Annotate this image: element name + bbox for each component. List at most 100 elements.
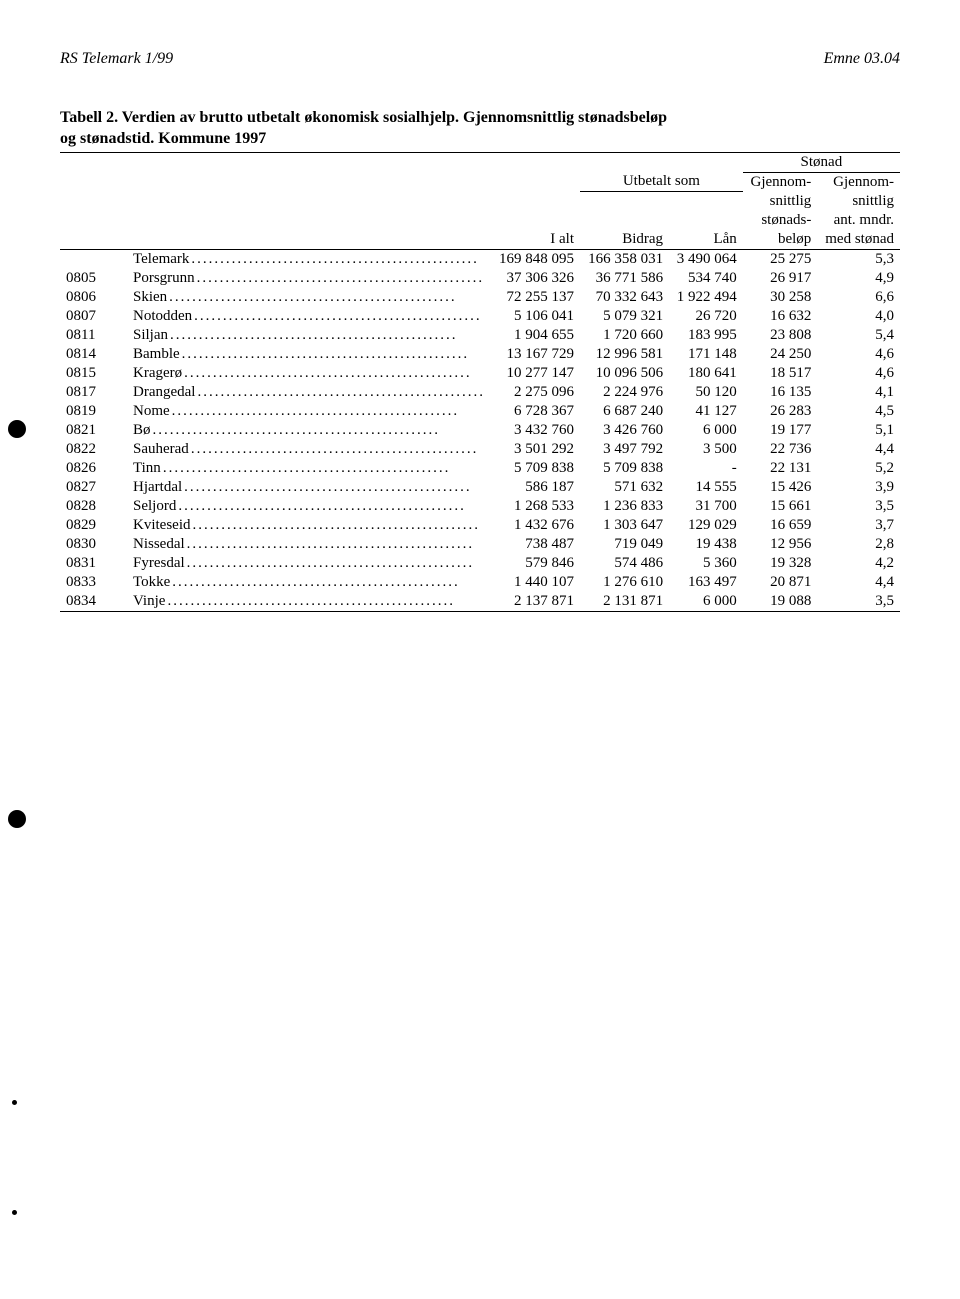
summary-row: Telemark 169 848 095 166 358 031 3 490 0… — [60, 249, 900, 269]
cell-mnd: 4,1 — [817, 383, 900, 402]
cell-bidrag: 1 303 647 — [580, 516, 669, 535]
col-mnd-l2: snittlig — [817, 192, 900, 211]
cell-belop: 26 283 — [743, 402, 818, 421]
cell-ialt: 2 137 871 — [491, 592, 580, 612]
cell-lan: 129 029 — [669, 516, 743, 535]
col-bidrag: Bidrag — [580, 230, 669, 250]
hole-punch-icon — [8, 420, 26, 438]
table-row: 0806Skien72 255 13770 332 6431 922 49430… — [60, 288, 900, 307]
cell-mnd: 3,9 — [817, 478, 900, 497]
table-row: 0821Bø3 432 7603 426 7606 00019 1775,1 — [60, 421, 900, 440]
cell-mnd: 5,4 — [817, 326, 900, 345]
col-mnd-l1: Gjennom- — [817, 172, 900, 192]
cell-code: 0822 — [60, 440, 127, 459]
cell-bidrag: 1 276 610 — [580, 573, 669, 592]
cell-ialt: 1 904 655 — [491, 326, 580, 345]
cell-mnd: 4,4 — [817, 573, 900, 592]
cell-ialt: 2 275 096 — [491, 383, 580, 402]
cell-belop: 30 258 — [743, 288, 818, 307]
cell-belop: 23 808 — [743, 326, 818, 345]
cell-bidrag: 2 224 976 — [580, 383, 669, 402]
cell-mnd: 3,5 — [817, 497, 900, 516]
cell-ialt: 586 187 — [491, 478, 580, 497]
cell-name: Skien — [127, 288, 491, 307]
cell-belop: 19 088 — [743, 592, 818, 612]
cell-bidrag: 10 096 506 — [580, 364, 669, 383]
cell-lan: 50 120 — [669, 383, 743, 402]
cell-lan: 534 740 — [669, 269, 743, 288]
cell-mnd: 4,4 — [817, 440, 900, 459]
table-row: 0822Sauherad3 501 2923 497 7923 50022 73… — [60, 440, 900, 459]
cell-name: Kragerø — [127, 364, 491, 383]
cell-name: Fyresdal — [127, 554, 491, 573]
cell-code: 0821 — [60, 421, 127, 440]
cell-mnd: 6,6 — [817, 288, 900, 307]
title-line-2: og stønadstid. Kommune 1997 — [60, 129, 900, 150]
cell-belop: 16 135 — [743, 383, 818, 402]
cell-belop: 26 917 — [743, 269, 818, 288]
cell-mnd: 4,0 — [817, 307, 900, 326]
hole-punch-icon — [8, 810, 26, 828]
cell-code: 0827 — [60, 478, 127, 497]
col-mnd-l3: ant. mndr. — [817, 211, 900, 230]
cell-name: Kviteseid — [127, 516, 491, 535]
cell-belop: 15 661 — [743, 497, 818, 516]
cell-code: 0806 — [60, 288, 127, 307]
cell-name: Seljord — [127, 497, 491, 516]
table-title: Tabell 2. Verdien av brutto utbetalt øko… — [60, 108, 900, 153]
col-mnd-l4: med stønad — [817, 230, 900, 250]
col-belop-l2: snittlig — [743, 192, 818, 211]
cell-ialt: 3 501 292 — [491, 440, 580, 459]
cell-ialt: 1 440 107 — [491, 573, 580, 592]
col-group-utbetalt: Utbetalt som — [580, 172, 743, 192]
table-row: 0827Hjartdal586 187571 63214 55515 4263,… — [60, 478, 900, 497]
cell-name: Notodden — [127, 307, 491, 326]
cell-lan: 19 438 — [669, 535, 743, 554]
cell-code: 0833 — [60, 573, 127, 592]
cell-ialt: 1 268 533 — [491, 497, 580, 516]
col-group-stonad: Stønad — [743, 153, 900, 173]
cell-bidrag: 70 332 643 — [580, 288, 669, 307]
cell-ialt: 10 277 147 — [491, 364, 580, 383]
cell-name: Bamble — [127, 345, 491, 364]
cell-name: Nome — [127, 402, 491, 421]
col-belop-l1: Gjennom- — [743, 172, 818, 192]
cell-code: 0831 — [60, 554, 127, 573]
cell-name: Porsgrunn — [127, 269, 491, 288]
cell-code: 0814 — [60, 345, 127, 364]
cell-lan: 5 360 — [669, 554, 743, 573]
col-belop-l4: beløp — [743, 230, 818, 250]
cell-bidrag: 5 709 838 — [580, 459, 669, 478]
header-left: RS Telemark 1/99 — [60, 50, 173, 68]
table-row: 0814Bamble13 167 72912 996 581171 14824 … — [60, 345, 900, 364]
cell-lan: 6 000 — [669, 421, 743, 440]
cell-ialt: 738 487 — [491, 535, 580, 554]
cell-code: 0805 — [60, 269, 127, 288]
cell-belop: 16 659 — [743, 516, 818, 535]
cell-lan: 41 127 — [669, 402, 743, 421]
table-row: 0805Porsgrunn37 306 32636 771 586534 740… — [60, 269, 900, 288]
cell-code: 0828 — [60, 497, 127, 516]
table-row: 0830Nissedal738 487719 04919 43812 9562,… — [60, 535, 900, 554]
table-header: Stønad Utbetalt som Gjennom- Gjennom- sn… — [60, 153, 900, 250]
table-row: 0833Tokke1 440 1071 276 610163 49720 871… — [60, 573, 900, 592]
cell-code: 0819 — [60, 402, 127, 421]
table-row: 0831Fyresdal579 846574 4865 36019 3284,2 — [60, 554, 900, 573]
title-line-1: Tabell 2. Verdien av brutto utbetalt øko… — [60, 108, 900, 129]
cell-name: Tinn — [127, 459, 491, 478]
cell-lan: 6 000 — [669, 592, 743, 612]
cell-mnd: 4,9 — [817, 269, 900, 288]
cell-name: Nissedal — [127, 535, 491, 554]
scan-speck-icon — [12, 1210, 17, 1215]
cell-bidrag: 6 687 240 — [580, 402, 669, 421]
cell-code: 0834 — [60, 592, 127, 612]
cell-mnd: 2,8 — [817, 535, 900, 554]
cell-code: 0811 — [60, 326, 127, 345]
cell-ialt: 72 255 137 — [491, 288, 580, 307]
cell-bidrag: 571 632 — [580, 478, 669, 497]
cell-lan: 171 148 — [669, 345, 743, 364]
cell-lan: 183 995 — [669, 326, 743, 345]
cell-lan: 31 700 — [669, 497, 743, 516]
cell-bidrag: 1 236 833 — [580, 497, 669, 516]
cell-name: Bø — [127, 421, 491, 440]
